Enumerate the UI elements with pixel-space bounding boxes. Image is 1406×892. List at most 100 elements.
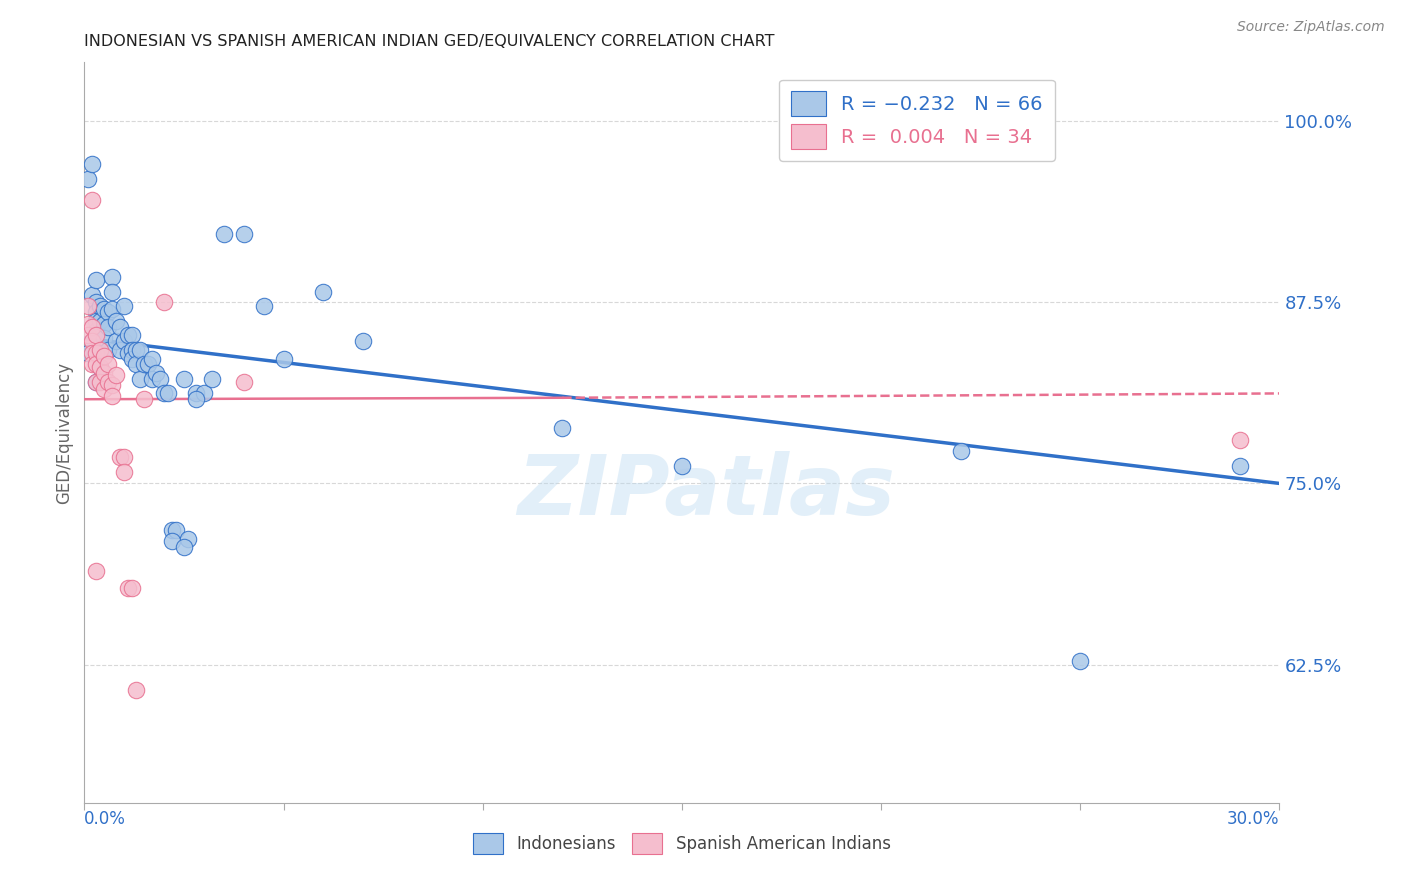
Point (184, 386, 207, 401)
Point (273, 351, 295, 366)
Point (121, 328, 143, 343)
Point (110, 450, 132, 465)
Point (82, 157, 104, 171)
Point (82, 287, 104, 301)
Text: INDONESIAN VS SPANISH AMERICAN INDIAN GED/EQUIVALENCY CORRELATION CHART: INDONESIAN VS SPANISH AMERICAN INDIAN GE… (84, 34, 775, 49)
Point (77, 345, 100, 359)
Point (132, 392, 156, 407)
Text: Source: ZipAtlas.com: Source: ZipAtlas.com (1237, 20, 1385, 34)
Point (93, 331, 115, 345)
Point (89, 343, 111, 357)
Point (352, 334, 374, 348)
Point (165, 523, 187, 537)
Point (82, 194, 104, 208)
Point (97, 375, 120, 389)
Point (201, 372, 224, 386)
Point (112, 334, 135, 348)
Point (89, 360, 111, 375)
Point (121, 343, 143, 357)
Point (551, 421, 574, 435)
Point (157, 386, 180, 401)
Point (312, 285, 335, 299)
Point (101, 389, 124, 403)
Point (193, 386, 215, 401)
Point (105, 368, 128, 382)
Point (671, 458, 693, 473)
Point (101, 302, 124, 317)
Point (125, 358, 148, 372)
Point (117, 581, 139, 595)
Point (129, 343, 152, 357)
Point (101, 377, 124, 392)
Point (77, 328, 100, 343)
Point (110, 319, 132, 334)
Point (101, 285, 124, 299)
Point (86, 375, 108, 389)
Point (129, 372, 152, 386)
Legend: Indonesians, Spanish American Indians: Indonesians, Spanish American Indians (467, 826, 897, 861)
Point (117, 328, 139, 343)
Text: 0.0%: 0.0% (84, 810, 127, 828)
Point (149, 372, 172, 386)
Point (141, 351, 163, 366)
Point (86, 295, 108, 310)
Text: ZIPatlas: ZIPatlas (517, 451, 894, 533)
Point (82, 319, 104, 334)
Point (93, 382, 115, 396)
Point (93, 302, 115, 317)
Point (212, 227, 235, 241)
Point (93, 317, 115, 331)
Point (101, 270, 124, 285)
Point (77, 317, 100, 331)
Point (153, 295, 176, 310)
Point (93, 366, 115, 380)
Point (173, 372, 195, 386)
Point (1229, 433, 1251, 447)
Point (117, 345, 139, 359)
Point (89, 299, 111, 313)
Point (184, 392, 207, 407)
Point (93, 349, 115, 363)
Point (86, 273, 108, 287)
Point (1069, 654, 1091, 668)
Point (125, 682, 148, 697)
Point (86, 324, 108, 338)
Y-axis label: GED/Equivalency: GED/Equivalency (55, 361, 73, 504)
Point (86, 564, 108, 578)
Point (97, 305, 120, 319)
Point (89, 314, 111, 328)
Point (136, 358, 159, 372)
Point (82, 345, 104, 359)
Point (232, 375, 254, 389)
Point (125, 343, 148, 357)
Point (121, 581, 143, 595)
Point (145, 366, 167, 380)
Point (141, 372, 163, 386)
Point (160, 523, 183, 537)
Point (97, 319, 120, 334)
Point (232, 227, 254, 241)
Point (112, 450, 135, 465)
Point (112, 465, 135, 479)
Point (86, 375, 108, 389)
Point (949, 444, 972, 458)
Point (112, 299, 135, 313)
Point (86, 328, 108, 343)
Point (160, 534, 183, 549)
Point (132, 358, 156, 372)
Point (173, 541, 195, 555)
Point (97, 343, 120, 357)
Point (153, 386, 176, 401)
Point (177, 532, 200, 546)
Point (77, 171, 100, 186)
Point (89, 360, 111, 375)
Point (110, 343, 132, 357)
Point (1229, 458, 1251, 473)
Point (86, 358, 108, 372)
Point (77, 299, 100, 313)
Point (82, 334, 104, 348)
Point (121, 351, 143, 366)
Point (105, 334, 128, 348)
Point (86, 345, 108, 359)
Point (105, 314, 128, 328)
